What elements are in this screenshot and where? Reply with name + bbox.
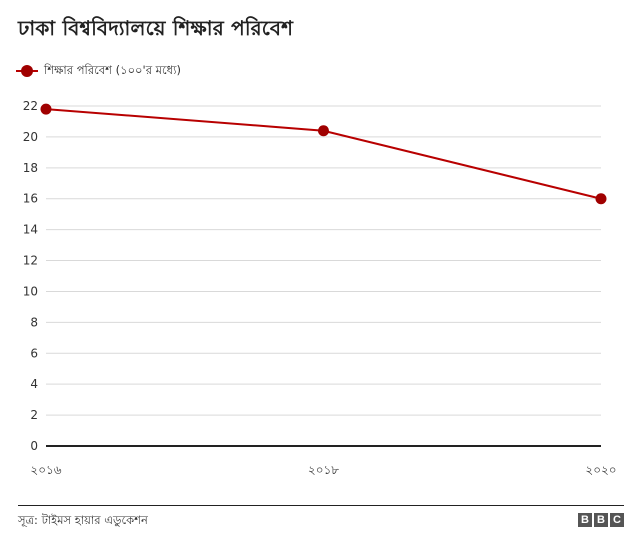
y-tick-label: 6	[30, 346, 38, 360]
legend: শিক্ষার পরিবেশ (১০০'র মধ্যে)	[16, 62, 181, 80]
bbc-logo-letter: C	[610, 513, 624, 527]
y-tick-label: 20	[23, 130, 38, 144]
data-point	[40, 103, 52, 115]
y-tick-label: 4	[30, 377, 38, 391]
series-line	[45, 108, 602, 200]
source-note: সূত্র: টাইমস হায়ার এডুকেশন	[18, 513, 148, 527]
y-tick-label: 22	[23, 99, 38, 113]
x-tick-label: ২০২০	[585, 463, 616, 477]
x-tick-label: ২০১৮	[308, 463, 339, 477]
x-tick-label: ২০১৬	[30, 463, 61, 477]
y-tick-label: 14	[23, 223, 38, 237]
bbc-logo-letter: B	[594, 513, 608, 527]
y-tick-label: 10	[23, 284, 38, 298]
y-tick-label: 2	[30, 408, 38, 422]
y-tick-label: 16	[23, 192, 38, 206]
data-point	[318, 125, 329, 137]
y-tick-label: 0	[30, 439, 38, 453]
legend-label: শিক্ষার পরিবেশ (১০০'র মধ্যে)	[44, 62, 181, 77]
y-tick-label: 18	[23, 161, 38, 175]
line-chart: 0 2 4 6 8 10 12 14 16 18 20 22 ২০১৬ ২০১৮ ২০২০	[23, 99, 617, 477]
chart-title: ঢাকা বিশ্ববিদ্যালয়ে শিক্ষার পরিবেশ	[18, 16, 294, 40]
footer-divider	[18, 505, 624, 506]
y-tick-label: 8	[30, 315, 38, 329]
bbc-logo: B B C	[578, 513, 624, 527]
bbc-logo-letter: B	[578, 513, 592, 527]
y-tick-label: 12	[23, 254, 38, 268]
data-point	[595, 193, 607, 205]
legend-marker-icon	[16, 64, 38, 78]
